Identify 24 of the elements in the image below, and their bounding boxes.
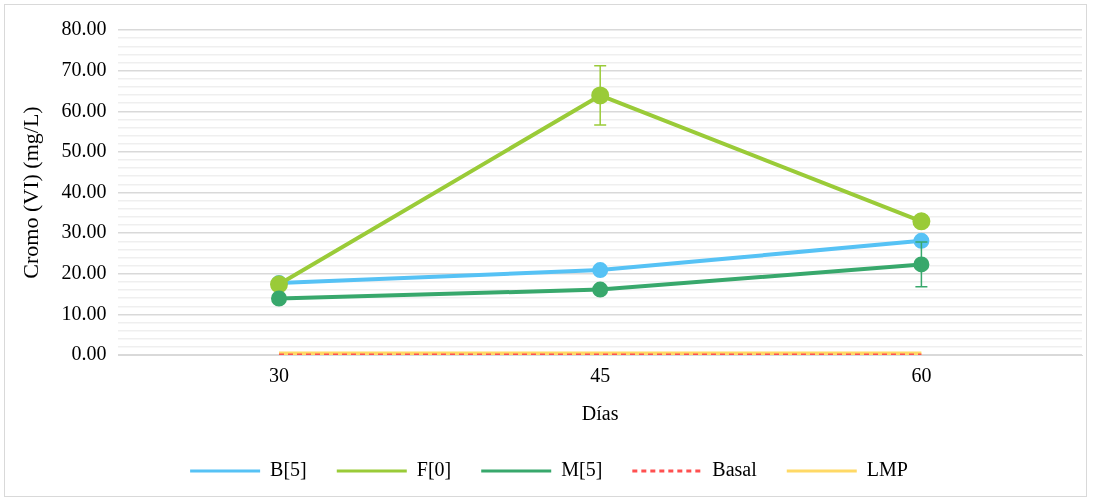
legend-label: F[0] (416, 458, 452, 481)
x-tick-label: 45 (590, 364, 611, 387)
legend-label: Basal (712, 458, 758, 481)
point (913, 256, 930, 273)
y-tick-label: 30.00 (61, 220, 107, 243)
legend-label: M[5] (561, 458, 603, 481)
y-tick-label: 60.00 (61, 98, 107, 121)
y-tick-label: 20.00 (61, 261, 107, 283)
legend-label: LMP (866, 458, 908, 481)
point (592, 281, 609, 298)
x-tick-label: 30 (269, 364, 289, 387)
y-axis-title: Cromo (VI) (mg/L) (17, 106, 43, 279)
y-tick-label: 0.00 (71, 342, 107, 365)
y-tick-label: 10.00 (61, 301, 107, 324)
x-tick-label: 60 (911, 364, 932, 387)
y-tick-label: 40.00 (61, 179, 107, 202)
y-tick-label: 50.00 (61, 139, 107, 162)
y-tick-label: 80.00 (61, 17, 107, 40)
point (912, 212, 931, 231)
point (271, 290, 287, 307)
y-tick-label: 70.00 (61, 57, 107, 80)
point (592, 262, 609, 279)
x-axis-title: Días (581, 402, 619, 425)
legend-label: B[5] (270, 458, 307, 481)
